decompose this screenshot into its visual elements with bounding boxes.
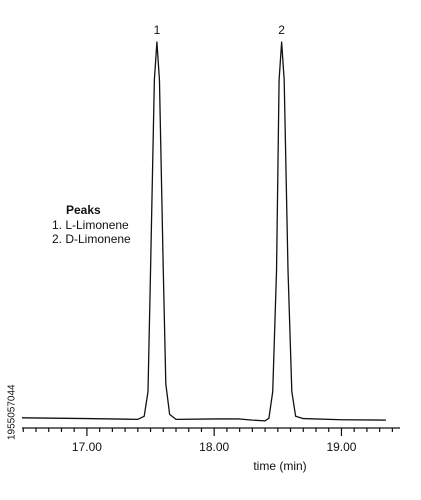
legend-title: Peaks — [66, 203, 101, 217]
peak-label: 1 — [154, 23, 161, 37]
trace — [21, 41, 387, 422]
x-tick-label: 18.00 — [199, 440, 229, 454]
watermark: 1955057044 — [7, 384, 18, 440]
x-axis-label: time (min) — [253, 459, 306, 473]
peak-label: 2 — [278, 23, 285, 37]
x-tick-label: 17.00 — [72, 440, 102, 454]
x-tick-label: 19.00 — [326, 440, 356, 454]
legend-item: 1. L-Limonene — [52, 218, 129, 232]
legend-item: 2. D-Limonene — [52, 232, 131, 246]
